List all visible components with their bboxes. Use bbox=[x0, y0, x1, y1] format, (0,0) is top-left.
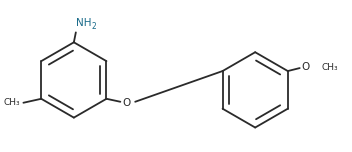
Text: 2: 2 bbox=[91, 22, 96, 31]
Text: O: O bbox=[302, 62, 310, 72]
Text: O: O bbox=[122, 98, 130, 108]
Text: NH: NH bbox=[76, 18, 91, 28]
Text: CH₃: CH₃ bbox=[321, 63, 338, 72]
Text: CH₃: CH₃ bbox=[4, 98, 20, 107]
